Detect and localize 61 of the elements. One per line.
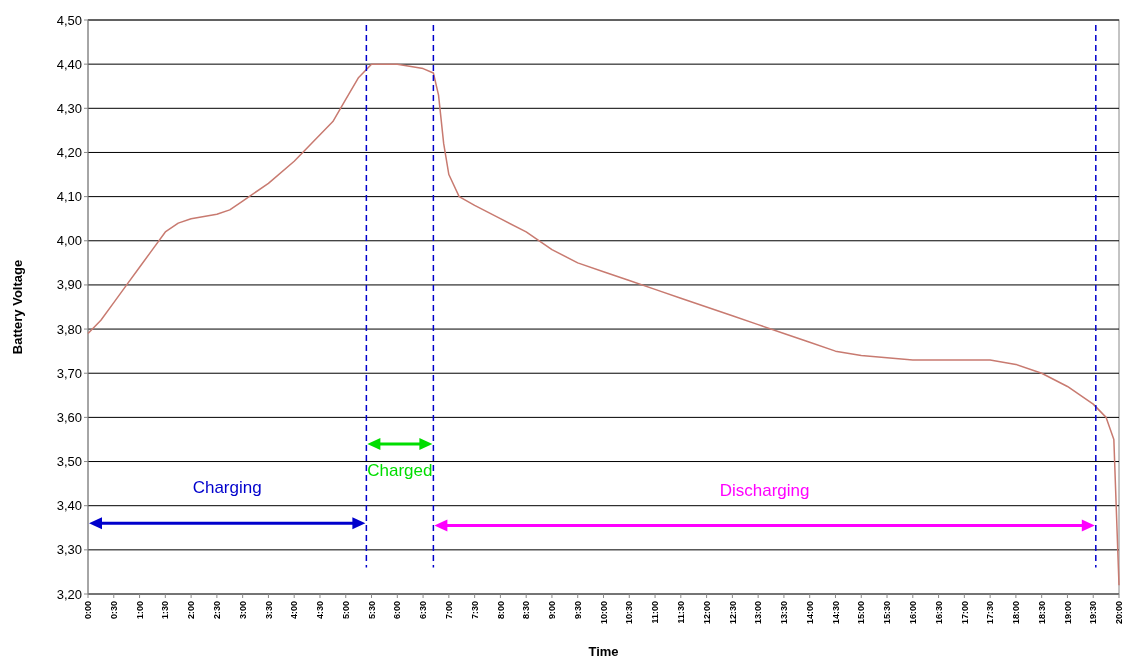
x-tick-label: 17:30 xyxy=(985,601,996,625)
x-tick-label: 9:30 xyxy=(572,601,583,620)
x-tick-label: 14:00 xyxy=(804,601,815,625)
x-tick-label: 0:30 xyxy=(108,601,119,620)
x-tick-label: 1:00 xyxy=(134,601,145,620)
x-axis-title: Time xyxy=(588,644,619,659)
x-tick-label: 13:00 xyxy=(753,601,764,625)
y-tick-label: 3,80 xyxy=(56,321,82,337)
y-tick-label: 3,30 xyxy=(56,542,82,558)
x-tick-label: 19:30 xyxy=(1088,601,1099,625)
x-tick-label: 5:30 xyxy=(366,601,377,620)
y-tick-label: 3,90 xyxy=(56,277,82,293)
y-tick-label: 3,20 xyxy=(56,586,82,602)
annotation: Discharging xyxy=(719,480,810,500)
x-tick-label: 11:00 xyxy=(650,601,661,624)
x-tick-label: 16:30 xyxy=(933,601,944,625)
x-tick-label: 2:30 xyxy=(212,601,223,620)
line-series xyxy=(87,63,1120,586)
y-axis-title: Battery Voltage xyxy=(10,259,25,355)
x-tick-label: 12:00 xyxy=(701,601,712,625)
x-tick-label: 14:30 xyxy=(830,601,841,625)
x-tick-label: 18:30 xyxy=(1036,601,1047,625)
x-tick-label: 5:00 xyxy=(340,601,351,620)
x-tick-label: 7:30 xyxy=(469,601,480,620)
x-tick-label: 6:00 xyxy=(392,601,403,620)
x-tick-label: 9:00 xyxy=(547,601,558,620)
y-tick-label: 4,50 xyxy=(56,12,82,28)
x-tick-label: 18:00 xyxy=(1011,601,1022,625)
x-tick-label: 19:00 xyxy=(1062,601,1073,625)
x-tick-label: 10:00 xyxy=(598,601,609,625)
annotation: Charging xyxy=(192,478,262,498)
x-tick-label: 10:30 xyxy=(624,601,635,625)
x-tick-label: 11:30 xyxy=(675,601,686,624)
y-tick-label: 4,00 xyxy=(56,233,82,249)
y-tick-label: 3,40 xyxy=(56,498,82,514)
x-tick-label: 20:00 xyxy=(1114,601,1125,625)
y-tick-label: 3,50 xyxy=(56,454,82,470)
x-tick-label: 8:30 xyxy=(521,601,532,620)
y-tick-label: 3,70 xyxy=(56,365,82,381)
x-tick-label: 6:30 xyxy=(418,601,429,620)
x-tick-label: 4:30 xyxy=(315,601,326,620)
annotation: Charged xyxy=(367,460,433,480)
x-tick-label: 3:30 xyxy=(263,601,274,620)
x-tick-label: 4:00 xyxy=(289,601,300,620)
x-tick-label: 7:00 xyxy=(444,601,454,620)
x-tick-label: 15:00 xyxy=(856,601,867,625)
y-tick-label: 4,20 xyxy=(56,145,82,161)
y-tick-label: 4,40 xyxy=(56,56,82,72)
x-tick-label: 15:30 xyxy=(882,601,893,625)
y-tick-label: 4,10 xyxy=(56,189,82,205)
x-tick-label: 3:00 xyxy=(237,601,248,620)
y-tick-label: 4,30 xyxy=(56,100,82,116)
x-tick-label: 13:30 xyxy=(779,601,790,625)
x-tick-label: 8:00 xyxy=(495,601,506,620)
x-tick-label: 2:00 xyxy=(186,601,197,620)
x-tick-label: 12:30 xyxy=(727,601,738,625)
x-tick-label: 1:30 xyxy=(160,601,171,620)
x-tick-label: 16:00 xyxy=(907,601,918,625)
x-tick-label: 17:00 xyxy=(959,601,970,625)
x-tick-label: 0:00 xyxy=(83,601,94,620)
y-tick-label: 3,60 xyxy=(56,409,82,425)
